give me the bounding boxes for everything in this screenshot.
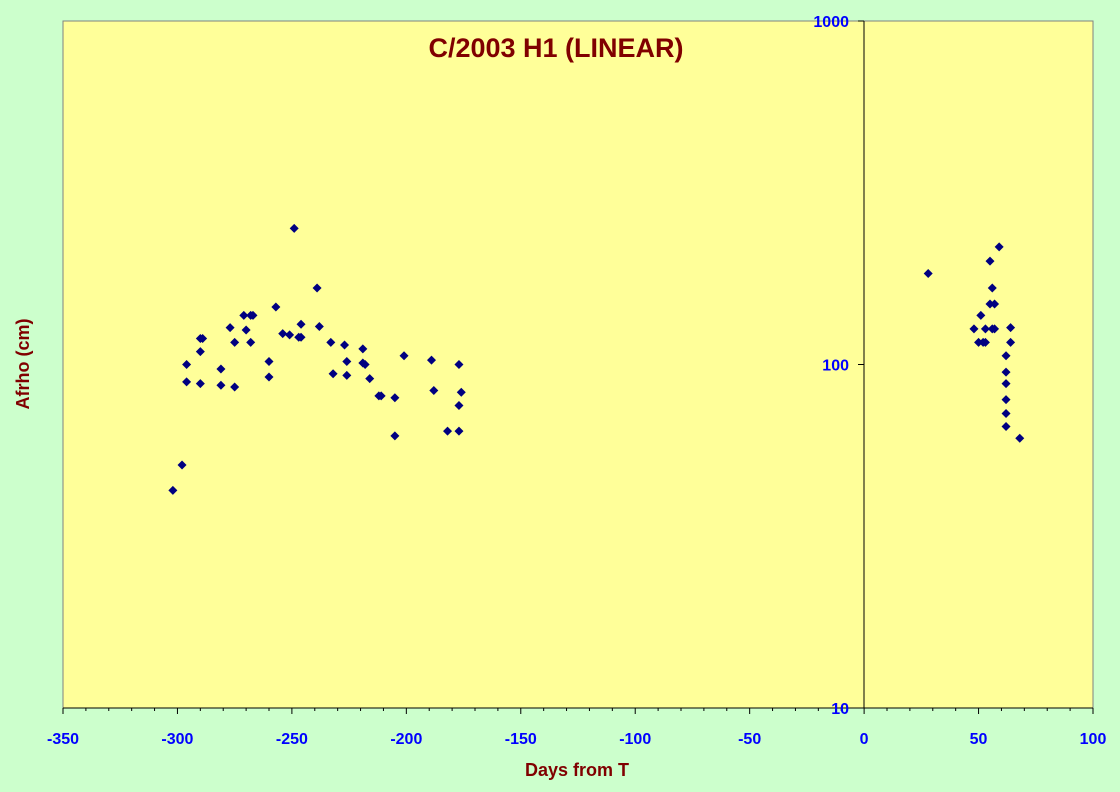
data-points bbox=[168, 223, 1025, 495]
y-tick-label: 1000 bbox=[813, 14, 849, 31]
data-point bbox=[976, 310, 986, 320]
data-point bbox=[1006, 337, 1016, 347]
x-tick-label: -250 bbox=[276, 731, 308, 748]
y-tick-label: 10 bbox=[831, 701, 849, 718]
data-point bbox=[195, 379, 205, 389]
data-point bbox=[1001, 409, 1011, 419]
data-point bbox=[390, 431, 400, 441]
x-tick-label: 100 bbox=[1080, 731, 1107, 748]
x-tick-label: -150 bbox=[505, 731, 537, 748]
data-point bbox=[340, 340, 350, 350]
data-point bbox=[296, 332, 306, 342]
data-point bbox=[239, 310, 249, 320]
x-tick-label: 0 bbox=[860, 731, 869, 748]
data-point bbox=[980, 324, 990, 334]
data-point bbox=[264, 372, 274, 382]
data-point bbox=[994, 242, 1004, 252]
data-point bbox=[360, 360, 370, 369]
data-point bbox=[443, 426, 453, 436]
data-point bbox=[328, 369, 338, 379]
data-point bbox=[230, 337, 240, 347]
data-point bbox=[296, 319, 306, 329]
x-tick-label: -200 bbox=[390, 731, 422, 748]
data-point bbox=[1001, 367, 1011, 377]
data-point bbox=[987, 283, 997, 293]
data-point bbox=[246, 337, 256, 347]
data-point bbox=[168, 485, 178, 495]
data-point bbox=[289, 223, 299, 233]
data-point bbox=[399, 351, 409, 361]
data-point bbox=[454, 360, 464, 369]
data-point bbox=[985, 299, 995, 309]
data-point bbox=[182, 377, 192, 387]
data-point bbox=[285, 330, 295, 340]
data-point bbox=[312, 283, 322, 293]
x-tick-label: -50 bbox=[738, 731, 761, 748]
data-point bbox=[1001, 395, 1011, 405]
data-point bbox=[456, 387, 466, 397]
y-axis-title: Afrho (cm) bbox=[13, 319, 33, 410]
data-point bbox=[1001, 351, 1011, 361]
y-tick-label: 100 bbox=[822, 358, 849, 375]
data-point bbox=[326, 337, 336, 347]
data-point bbox=[241, 325, 251, 335]
data-point bbox=[182, 360, 192, 369]
data-point bbox=[454, 426, 464, 436]
data-point bbox=[990, 324, 1000, 334]
plot-area bbox=[62, 20, 1094, 709]
data-point bbox=[225, 323, 235, 333]
data-point bbox=[216, 380, 226, 390]
data-point bbox=[230, 382, 240, 392]
x-axis-title: Days from T bbox=[525, 760, 629, 780]
x-axis-ticks: -350 -300 -250 -200 -150 -100 -50 0 50 100 bbox=[47, 708, 1106, 748]
data-point bbox=[969, 324, 979, 334]
data-point bbox=[365, 374, 375, 384]
data-point bbox=[358, 344, 368, 354]
data-point bbox=[974, 337, 984, 347]
data-point bbox=[1006, 323, 1016, 333]
data-point bbox=[1001, 421, 1011, 431]
data-point bbox=[429, 386, 439, 396]
data-point bbox=[216, 364, 226, 374]
y-axis-ticks: 10 100 1000 bbox=[813, 14, 864, 718]
data-point bbox=[264, 357, 274, 367]
data-point bbox=[454, 400, 464, 410]
x-tick-label: -350 bbox=[47, 731, 79, 748]
data-point bbox=[195, 347, 205, 357]
data-point bbox=[198, 334, 208, 344]
x-tick-label: -300 bbox=[161, 731, 193, 748]
chart-title: C/2003 H1 (LINEAR) bbox=[428, 33, 683, 63]
x-tick-label: 50 bbox=[970, 731, 988, 748]
data-point bbox=[985, 256, 995, 266]
data-point bbox=[1001, 379, 1011, 389]
x-tick-label: -100 bbox=[619, 731, 651, 748]
data-point bbox=[177, 460, 187, 470]
data-point bbox=[390, 393, 400, 403]
data-point bbox=[1015, 433, 1025, 443]
data-point bbox=[376, 391, 386, 401]
data-point bbox=[342, 357, 352, 367]
data-point bbox=[980, 337, 990, 347]
data-point bbox=[923, 269, 933, 279]
data-point bbox=[427, 355, 437, 365]
data-point bbox=[314, 322, 324, 332]
data-point bbox=[990, 299, 1000, 309]
data-point bbox=[248, 310, 258, 320]
data-point bbox=[278, 329, 288, 339]
data-point bbox=[271, 302, 281, 312]
data-point bbox=[342, 370, 352, 380]
